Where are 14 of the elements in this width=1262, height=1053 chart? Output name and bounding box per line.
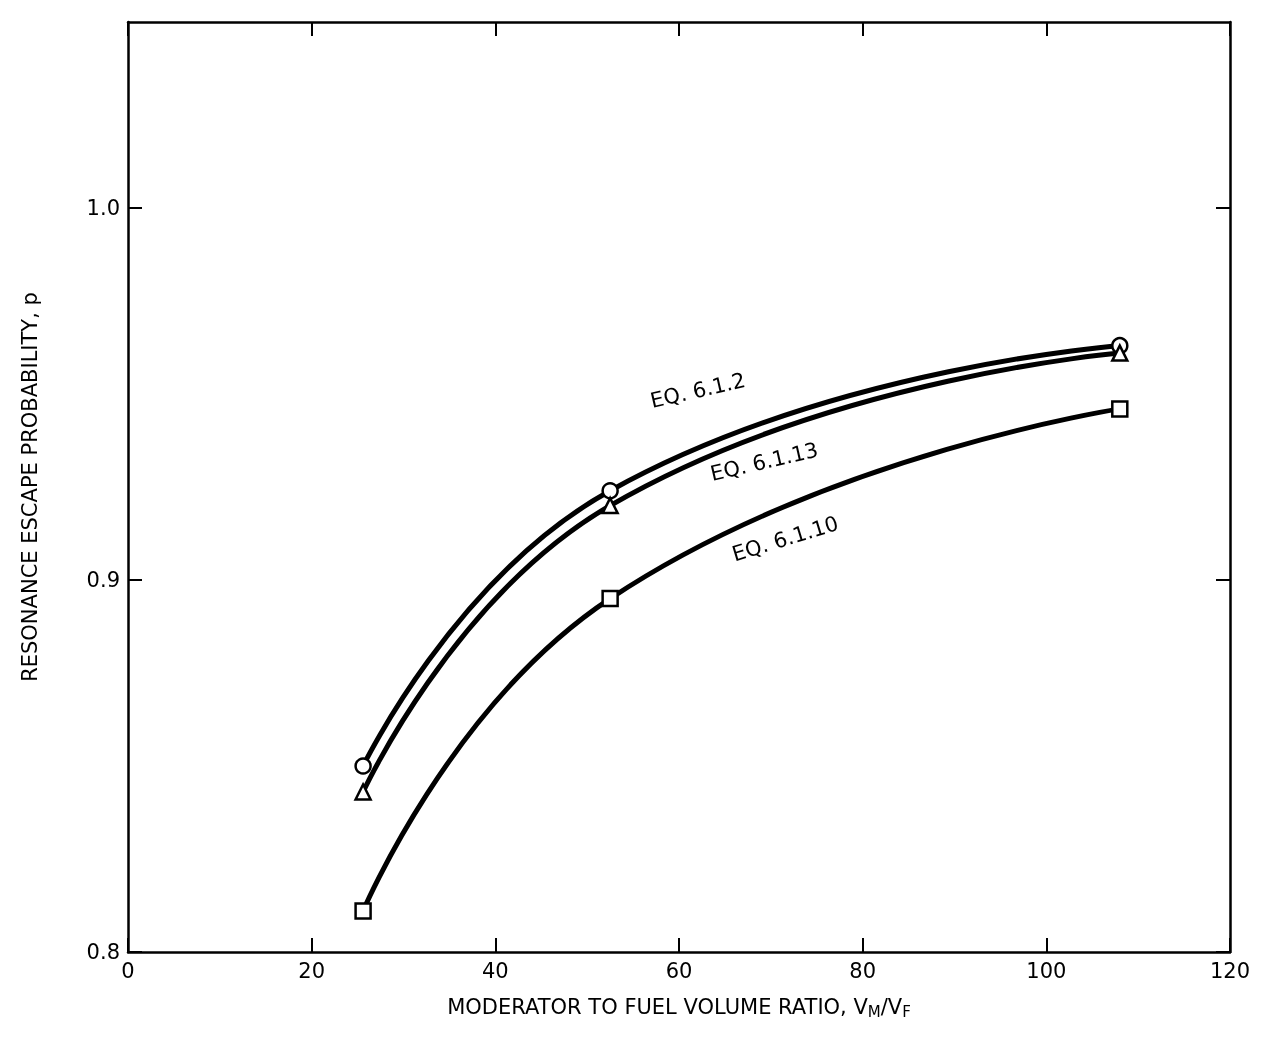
- y-tick-label: 0.9: [86, 568, 120, 592]
- x-tick-label: 80: [849, 958, 877, 983]
- y-tick-label: 1.0: [86, 196, 120, 220]
- x-tick-label: 100: [1026, 958, 1067, 983]
- x-tick-label: 60: [665, 958, 693, 983]
- x-tick-label: 0: [121, 958, 135, 983]
- text: EQ. 6.1.10: [729, 511, 842, 567]
- x-tick-label: 40: [481, 958, 509, 983]
- y-axis-title: RESONANCE ESCAPE PROBABILITY, p: [17, 292, 42, 682]
- x-tick-label: 20: [298, 958, 326, 983]
- y-tick-label: 0.8: [86, 940, 120, 964]
- x-tick-label: 120: [1209, 958, 1251, 983]
- text: EQ. 6.1.2: [648, 367, 748, 413]
- text: EQ. 6.1.13: [708, 437, 821, 486]
